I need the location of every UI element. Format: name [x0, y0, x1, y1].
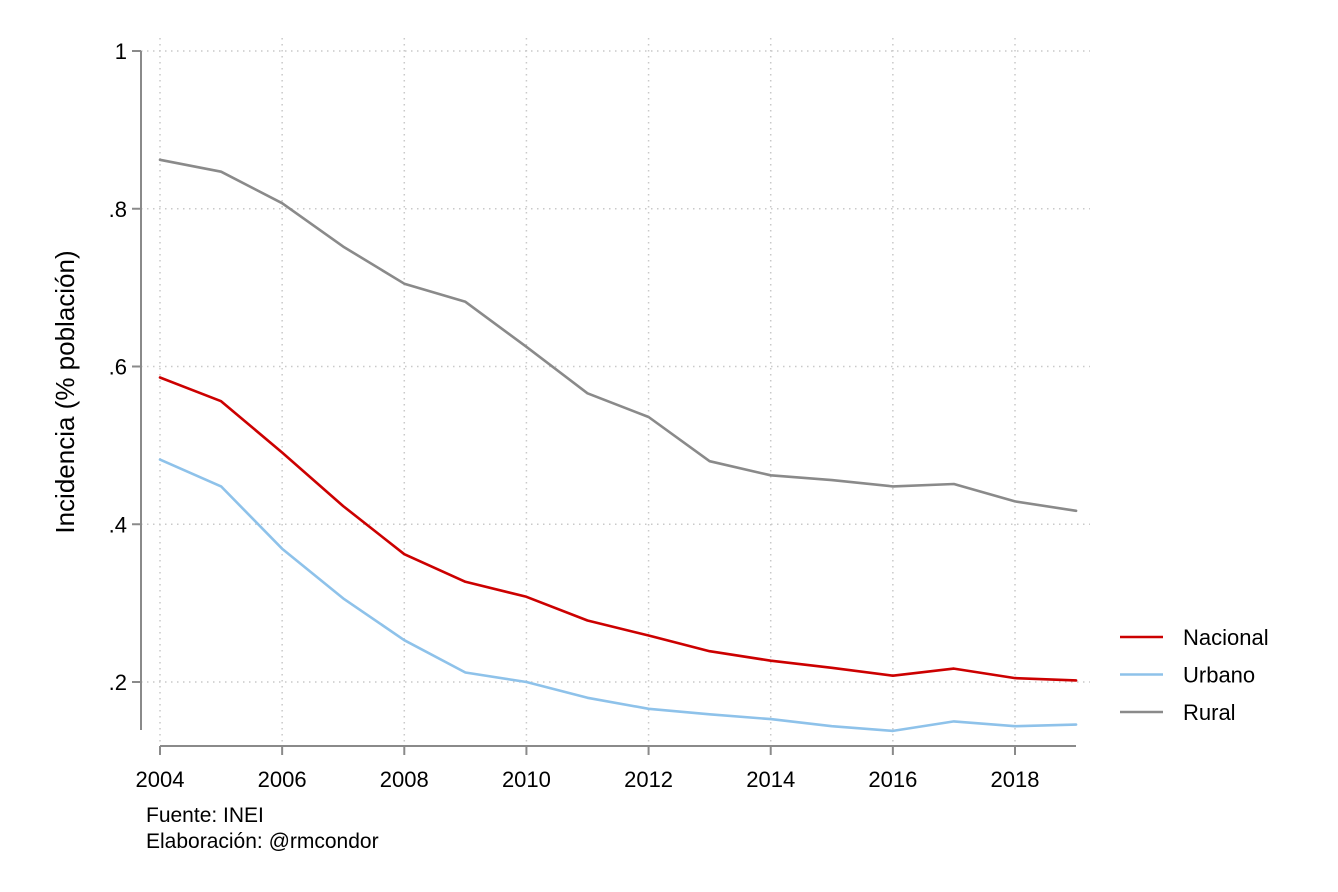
legend-label-urbano: Urbano	[1183, 663, 1255, 688]
x-tick-label: 2010	[502, 767, 551, 792]
series-line-rural	[158, 158, 1078, 513]
x-tick-label: 2016	[868, 767, 917, 792]
legend: Nacional Urbano Rural	[1120, 625, 1269, 725]
y-axis-title: Incidencia (% población)	[50, 250, 80, 533]
grid-lines	[141, 38, 1090, 746]
series-line-urbano	[158, 458, 1078, 733]
x-tick-label: 2014	[746, 767, 795, 792]
x-tick-label: 2008	[380, 767, 429, 792]
x-tick-label: 2004	[136, 767, 185, 792]
y-tick-label: .8	[109, 197, 127, 222]
x-tick-label: 2012	[624, 767, 673, 792]
x-tick-label: 2006	[258, 767, 307, 792]
series-line-nacional	[158, 376, 1078, 682]
legend-label-rural: Rural	[1183, 700, 1236, 725]
y-tick-label: .4	[109, 512, 127, 537]
y-tick-label: .2	[109, 670, 127, 695]
series-lines	[158, 158, 1078, 733]
axes: .2 .4 .6 .8 1 2004 2006 2008 2010 2012 2014 2016 201…	[109, 39, 1076, 792]
author-note: Elaboración: @rmcondor	[146, 830, 379, 853]
y-tick-label: .6	[109, 355, 127, 380]
y-tick-label: 1	[115, 39, 127, 64]
x-tick-label: 2018	[991, 767, 1040, 792]
legend-label-nacional: Nacional	[1183, 625, 1269, 650]
source-note: Fuente: INEI	[146, 804, 264, 827]
